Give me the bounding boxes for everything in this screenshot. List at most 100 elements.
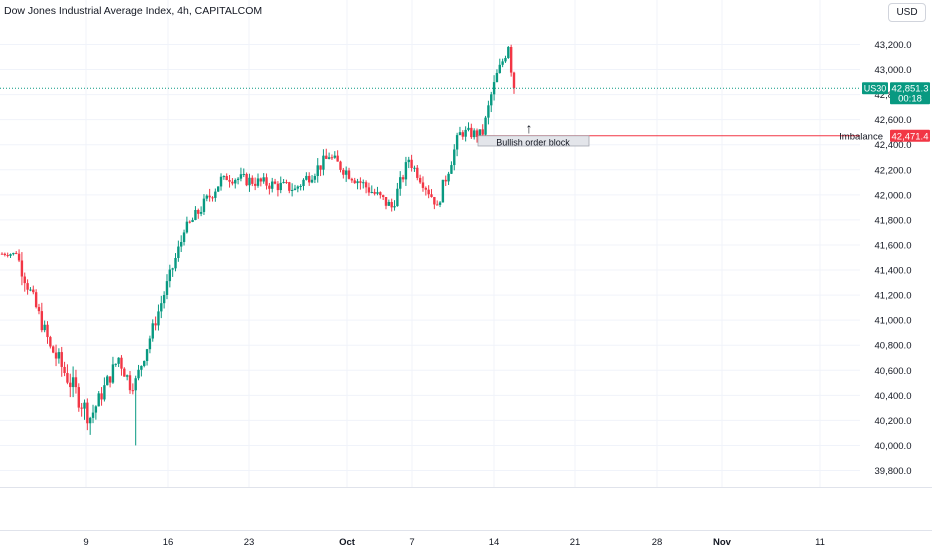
- currency-button[interactable]: USD: [888, 3, 926, 22]
- candle-body: [467, 127, 470, 130]
- candle-body: [421, 182, 425, 188]
- candle-body: [410, 159, 413, 169]
- candle-body: [32, 289, 35, 293]
- candle-body: [350, 178, 354, 181]
- y-tick-label: 41,000.0: [875, 316, 912, 327]
- candle-body: [74, 377, 78, 388]
- candle-body: [310, 179, 314, 183]
- candle-body: [276, 183, 280, 191]
- candle-body: [15, 252, 18, 254]
- candle-body: [54, 352, 58, 359]
- candle-body: [228, 180, 231, 182]
- y-tick-label: 42,000.0: [875, 190, 912, 201]
- candle-body: [379, 192, 382, 196]
- candle-body: [208, 195, 211, 198]
- candle-body: [509, 47, 513, 73]
- candle-body: [362, 182, 365, 184]
- candle-body: [225, 176, 228, 181]
- candle-body: [370, 191, 373, 193]
- candle-body: [37, 307, 41, 312]
- y-tick-label: 43,200.0: [875, 40, 912, 51]
- y-tick-label: 39,800.0: [875, 466, 912, 477]
- candle-body: [108, 376, 112, 383]
- candle-body: [293, 188, 297, 191]
- candle-body: [436, 204, 439, 206]
- candle-body: [17, 253, 21, 261]
- candle-body: [492, 82, 496, 95]
- candle-body: [495, 72, 499, 83]
- candle-body: [0, 253, 4, 255]
- imbalance-price-value: 42,471.4: [892, 131, 929, 142]
- candle-body: [339, 161, 342, 170]
- candle-body: [26, 283, 29, 290]
- x-tick-label: Nov: [713, 537, 732, 548]
- candle-body: [407, 159, 410, 163]
- candle-body: [123, 368, 126, 377]
- candle-body: [71, 377, 75, 388]
- candle-body: [364, 182, 368, 188]
- candle-body: [171, 268, 174, 270]
- y-tick-label: 41,800.0: [875, 215, 912, 226]
- candle-body: [282, 182, 285, 184]
- candle-body: [236, 178, 240, 181]
- x-tick-label: 14: [489, 537, 500, 548]
- candle-body: [413, 167, 416, 169]
- candle-body: [313, 175, 317, 180]
- candle-body: [356, 181, 359, 184]
- candle-body: [507, 47, 510, 58]
- candle-body: [165, 281, 169, 295]
- candle-body: [424, 187, 428, 190]
- candle-body: [433, 197, 436, 205]
- candle-body: [427, 189, 430, 195]
- chart-title: Dow Jones Industrial Average Index, 4h, …: [4, 5, 263, 17]
- candle-body: [245, 173, 248, 186]
- candle-body: [180, 241, 183, 247]
- candle-body: [253, 183, 257, 186]
- x-tick-label: Oct: [339, 537, 356, 548]
- candle-body: [393, 206, 396, 208]
- candle-body: [242, 173, 245, 175]
- candle-body: [501, 61, 504, 65]
- candle-body: [185, 221, 189, 233]
- candle-body: [34, 292, 38, 308]
- candle-body: [43, 324, 46, 331]
- x-tick-label: 28: [652, 537, 663, 548]
- candle-body: [91, 412, 95, 418]
- candle-body: [49, 337, 52, 347]
- candle-body: [418, 177, 422, 183]
- candle-body: [271, 181, 274, 189]
- candle-body: [174, 257, 177, 269]
- candle-body: [399, 177, 402, 189]
- current-price-value: 42,851.3: [892, 84, 929, 95]
- x-tick-label: 23: [244, 537, 255, 548]
- candle-body: [103, 385, 106, 400]
- candle-body: [248, 177, 251, 186]
- candle-body: [160, 303, 163, 312]
- y-tick-label: 41,600.0: [875, 240, 912, 251]
- candle-body: [441, 179, 445, 203]
- candle-body: [285, 182, 288, 184]
- candle-body: [484, 117, 487, 135]
- y-tick-label: 43,000.0: [875, 65, 912, 76]
- candle-body: [211, 197, 214, 199]
- candle-body: [376, 192, 379, 194]
- candle-body: [128, 375, 132, 391]
- candle-body: [46, 324, 49, 338]
- candle-body: [88, 417, 92, 424]
- candle-body: [219, 176, 223, 187]
- candle-body: [359, 181, 362, 183]
- candle-body: [504, 57, 507, 62]
- candle-body: [430, 194, 433, 198]
- y-tick-label: 40,200.0: [875, 416, 912, 427]
- candle-body: [125, 375, 129, 377]
- candle-body: [470, 127, 473, 138]
- candle-body: [214, 191, 217, 198]
- candle-body: [296, 186, 300, 189]
- candle-body: [487, 105, 490, 118]
- candle-body: [381, 195, 385, 198]
- candle-body: [347, 170, 351, 179]
- candle-body: [498, 64, 501, 73]
- candle-body: [322, 155, 325, 170]
